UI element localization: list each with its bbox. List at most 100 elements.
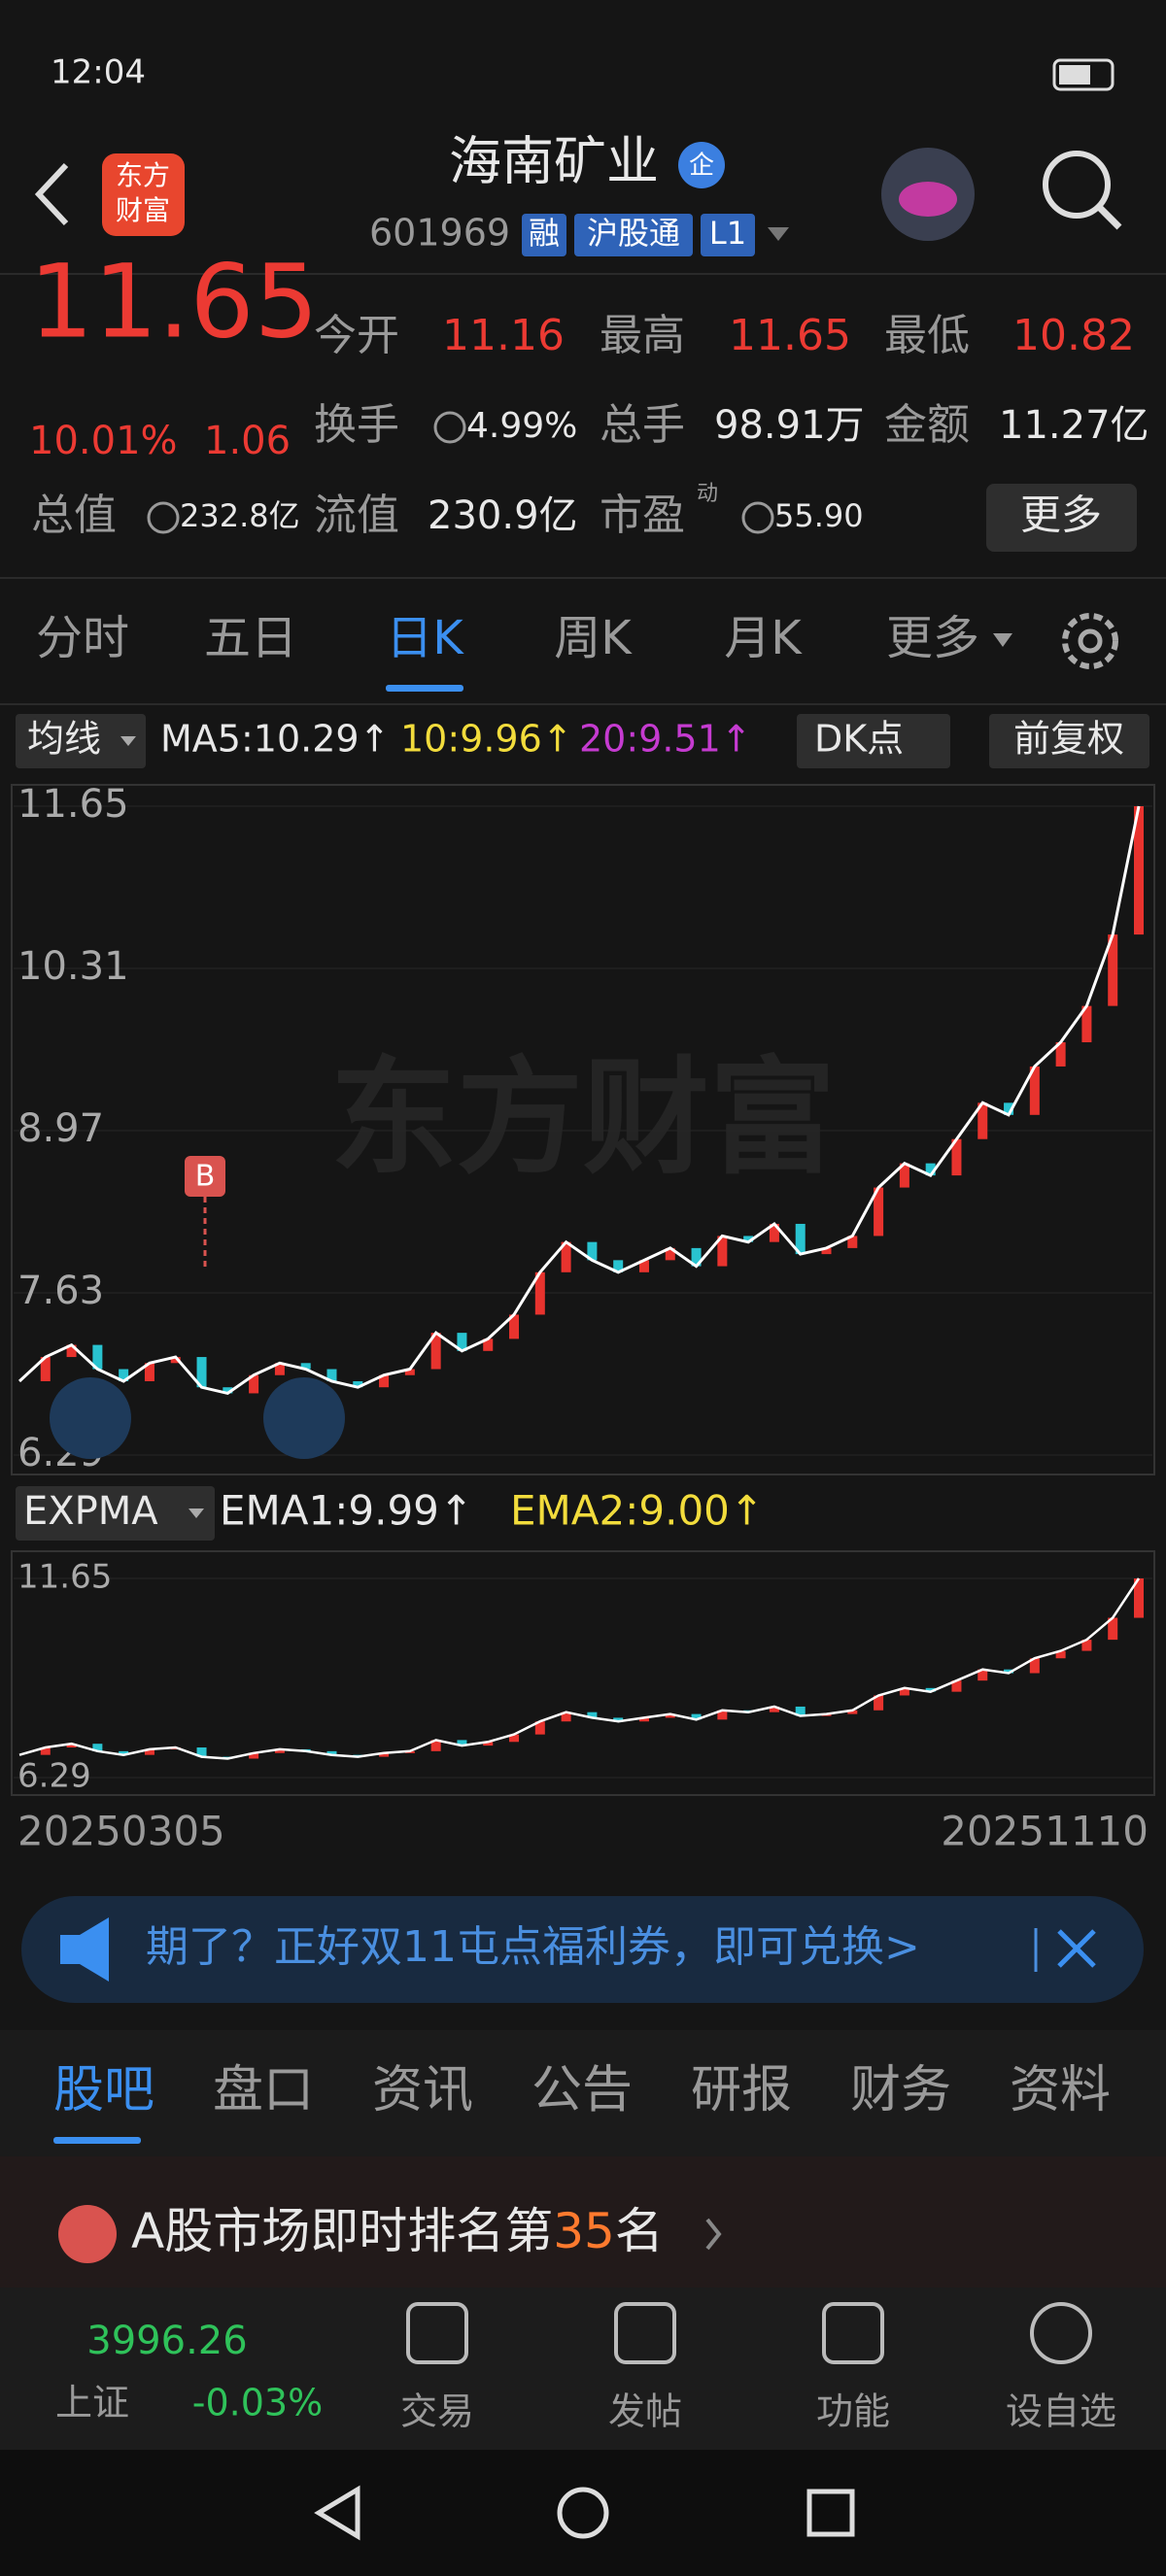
period-tab[interactable]: 分时 (36, 611, 129, 665)
ma10: 10:9.96↑ (400, 718, 573, 761)
more-button[interactable] (986, 484, 1137, 552)
candle (40, 1747, 51, 1755)
candle (587, 1241, 598, 1261)
candle (1108, 1617, 1118, 1641)
tag-text: 融 (529, 215, 560, 252)
period-tab[interactable]: 五日 (204, 611, 297, 665)
candle (1134, 1578, 1144, 1618)
nav-icon (614, 2302, 676, 2364)
dropdown-arrow[interactable] (768, 227, 789, 241)
section-tab[interactable]: 资讯 (372, 2061, 473, 2119)
candle (274, 1748, 285, 1753)
period-tab[interactable]: 月K (724, 611, 803, 665)
back-button[interactable] (34, 162, 69, 226)
candle (483, 1339, 494, 1351)
price-line (17, 805, 1141, 1396)
candle (483, 1742, 494, 1746)
candle (509, 1734, 520, 1743)
stock-code: 601969 (369, 212, 510, 254)
candle (743, 1236, 754, 1242)
watermark: 东方财富 (330, 1044, 836, 1192)
field-value: 10.82 (1012, 311, 1135, 360)
index-value: 3996.26 (86, 2319, 247, 2363)
section-tab[interactable]: 公告 (532, 2061, 633, 2119)
dk-box[interactable] (797, 714, 950, 768)
period-tab[interactable]: 周K (554, 611, 633, 665)
more-label[interactable]: 更多 (1020, 491, 1102, 539)
price-line (18, 1577, 1141, 1760)
field-label: 流值 (314, 491, 399, 540)
promo-banner[interactable] (21, 1896, 1144, 2003)
candle (638, 1717, 649, 1722)
section-tab[interactable]: 财务 (850, 2061, 951, 2119)
field-label: 最低 (884, 311, 970, 360)
section-tab[interactable]: 盘口 (213, 2061, 314, 2119)
badge (678, 142, 725, 188)
nav-label[interactable]: 交易 (400, 2390, 474, 2433)
search-handle (1096, 204, 1122, 230)
field-label: 总值 (31, 491, 117, 540)
close-banner[interactable] (1057, 1929, 1096, 1968)
field-label: 最高 (600, 311, 685, 360)
ma-selector[interactable]: 均线 (27, 718, 101, 761)
section-tab[interactable]: 研报 (691, 2061, 792, 2119)
ranking-row[interactable] (0, 2156, 1166, 2288)
adjust-box[interactable] (989, 714, 1149, 768)
candle (457, 1740, 467, 1746)
candle (847, 1710, 858, 1714)
tag-text: L1 (709, 215, 746, 252)
section-tab[interactable]: 股吧 (53, 2061, 154, 2119)
battery (1052, 58, 1115, 91)
candle (1055, 1650, 1066, 1659)
candle (638, 1260, 649, 1272)
stock-name: 海南矿业 (449, 131, 659, 192)
price: 11.65 (29, 242, 319, 360)
sub-chart-frame (11, 1550, 1155, 1796)
ranking-text[interactable]: A股市场即时排名第35名 (131, 2203, 664, 2259)
avatar-visor (899, 182, 957, 217)
banner-text[interactable]: 期了？正好双11屯点福利券，即可兑换> (146, 1922, 920, 1972)
candle (353, 1380, 363, 1388)
candle (249, 1374, 259, 1394)
candle (977, 1102, 988, 1139)
chart-frame (11, 784, 1155, 1475)
nav-label[interactable]: 发帖 (608, 2390, 682, 2433)
nav-label[interactable]: 功能 (816, 2390, 890, 2433)
dropdown-arrow (189, 1508, 204, 1518)
candle (925, 1687, 936, 1692)
period-tab[interactable]: 更多 (886, 611, 979, 665)
candle (223, 1387, 233, 1394)
period-tab[interactable]: 日K (386, 611, 464, 665)
candle (534, 1721, 545, 1735)
nav-home[interactable] (557, 2487, 609, 2539)
candle (691, 1247, 702, 1267)
settings-button[interactable] (1062, 613, 1118, 669)
search-button[interactable] (1043, 151, 1111, 219)
info-icon (741, 501, 774, 534)
candle (1004, 1669, 1014, 1674)
nav-icon (406, 2302, 468, 2364)
tab-underline (386, 685, 463, 692)
fullscreen-button[interactable] (263, 1377, 345, 1459)
logo-text: 东方 (116, 159, 170, 191)
adjust-button[interactable]: 前复权 (1013, 718, 1124, 761)
candle (119, 1369, 129, 1381)
nav-label[interactable]: 设自选 (1006, 2390, 1116, 2433)
candle (274, 1363, 285, 1375)
nav-recent[interactable] (806, 2489, 855, 2537)
info-icon (147, 501, 180, 534)
selector-box[interactable] (16, 714, 146, 768)
nav-items: 交易 发帖 功能 设自选 (400, 2302, 1116, 2433)
selector-box[interactable] (16, 1486, 215, 1541)
section-tab[interactable]: 资料 (1010, 2061, 1111, 2119)
sub-selector[interactable]: EXPMA (23, 1489, 158, 1534)
y-tick-label: 11.65 (17, 1558, 112, 1597)
candle (326, 1750, 337, 1755)
candle (613, 1717, 624, 1722)
candle (691, 1713, 702, 1720)
dk-button[interactable]: DK点 (814, 718, 904, 761)
expand-button[interactable] (50, 1377, 131, 1459)
section-tabs: 股吧 盘口 资讯 公告 研报 财务 资料 (53, 2061, 1111, 2119)
nav-back[interactable] (314, 2485, 360, 2541)
field-label: 金额 (884, 400, 970, 450)
